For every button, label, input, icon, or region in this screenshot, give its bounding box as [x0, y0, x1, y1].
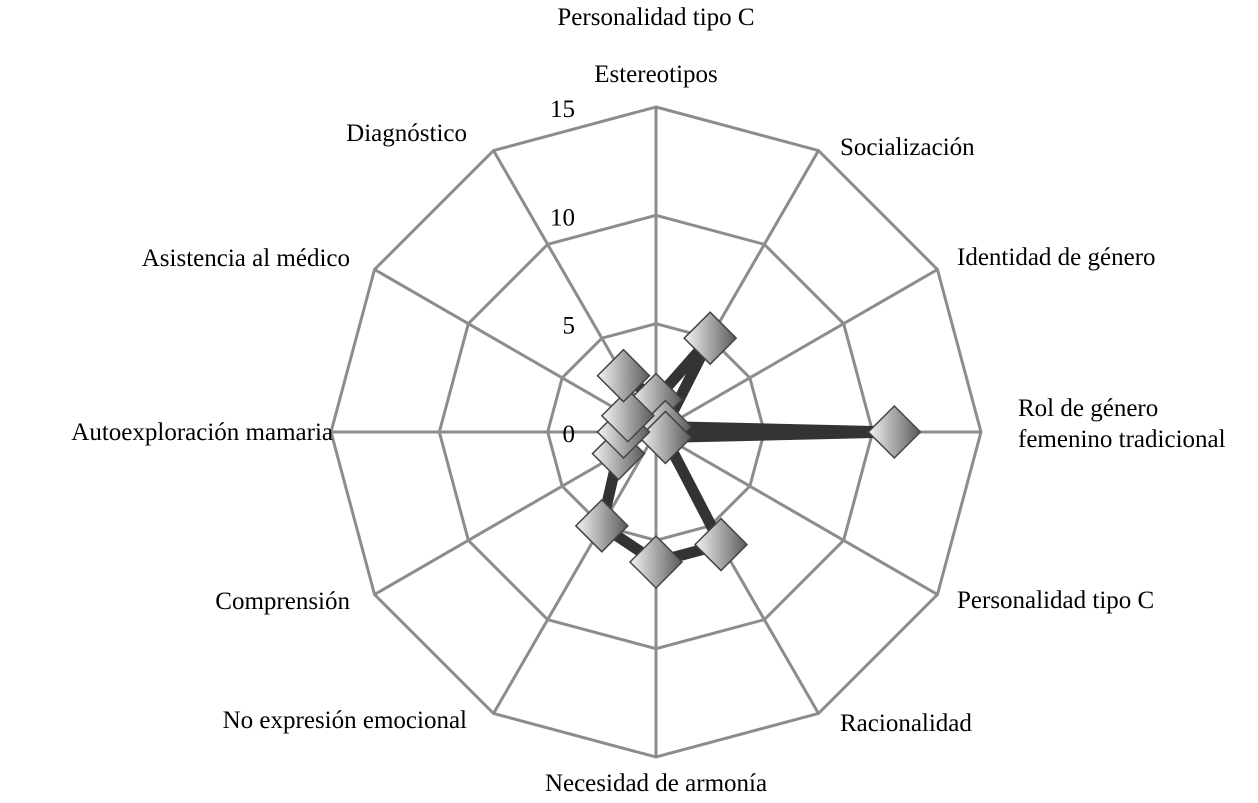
category-label: Rol de género — [1018, 395, 1158, 422]
data-point-marker — [600, 388, 655, 443]
category-label: Identidad de género — [957, 244, 1156, 271]
category-label: Personalidad tipo C — [957, 587, 1154, 614]
category-label: No expresión emocional — [223, 707, 467, 734]
data-point-marker — [638, 410, 693, 465]
category-label: Diagnóstico — [346, 120, 467, 147]
data-point-marker — [693, 517, 749, 572]
category-label: Comprensión — [215, 588, 350, 615]
category-label: femenino tradicional — [1018, 426, 1226, 453]
tick-label: 0 — [563, 421, 576, 448]
tick-label: 15 — [550, 96, 575, 123]
category-label: Estereotipos — [594, 61, 718, 88]
category-label: Asistencia al médico — [142, 245, 350, 272]
data-point-marker — [683, 311, 738, 366]
data-point-marker — [867, 404, 922, 460]
chart-title: Personalidad tipo C — [557, 4, 754, 31]
grid-spoke — [655, 268, 939, 434]
category-label: Necesidad de armonía — [545, 770, 767, 797]
data-point-marker — [574, 498, 629, 553]
data-point-marker — [596, 348, 651, 403]
data-point-marker — [628, 534, 684, 590]
category-label: Autoexploración mamaria — [71, 419, 333, 446]
category-label: Racionalidad — [840, 710, 972, 737]
grid-spoke — [492, 431, 658, 715]
grid-spoke — [655, 430, 939, 596]
category-label: Socialización — [840, 134, 975, 161]
tick-label: 5 — [563, 313, 576, 340]
grid-spoke — [373, 268, 657, 434]
tick-label: 10 — [550, 204, 575, 231]
